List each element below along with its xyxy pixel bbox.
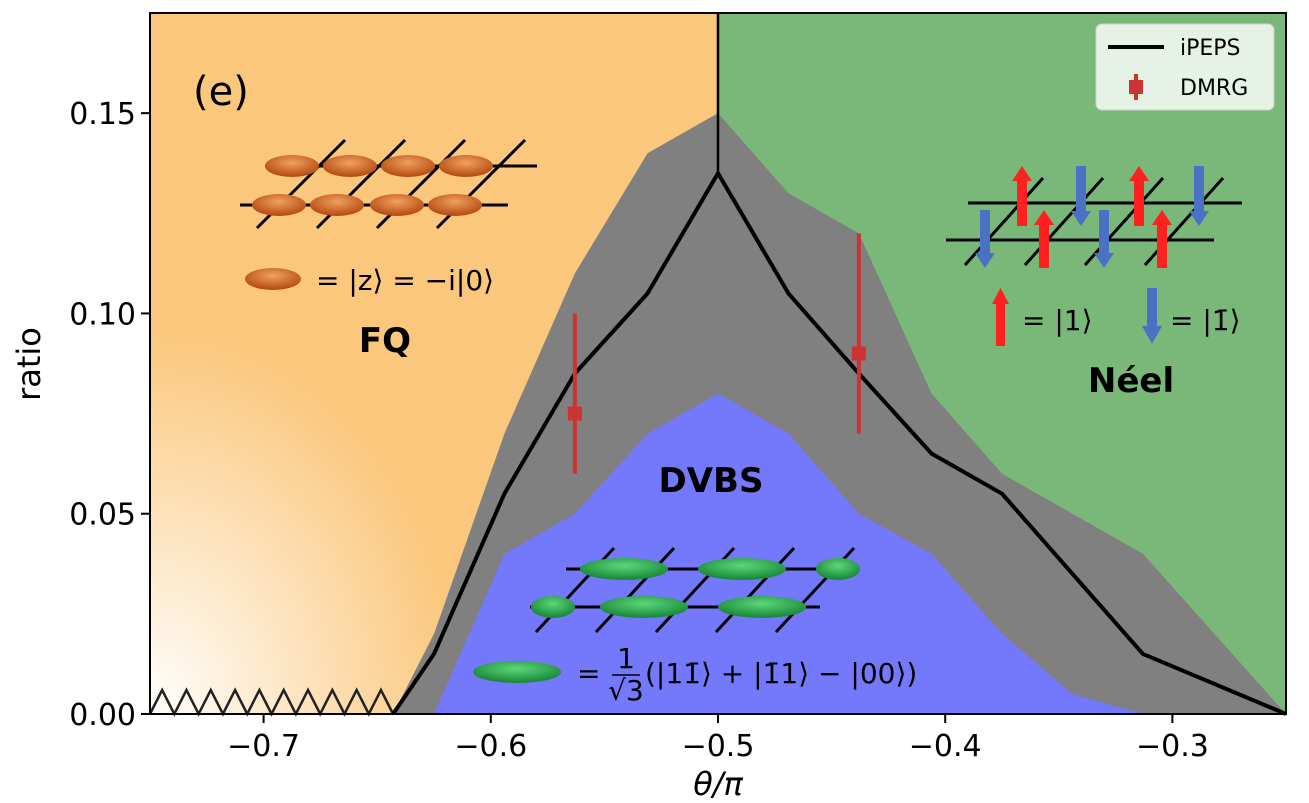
- neel-annotation: = |1⟩ = |1̄⟩ Néel: [992, 288, 1241, 401]
- dvbs-equation: (|11̄⟩ + |1̄1⟩ − |00⟩): [645, 657, 917, 690]
- dvbs-frac-denominator: √3: [608, 674, 644, 707]
- dmrg-point: [567, 406, 582, 421]
- neel-up-equation: = |1⟩: [1022, 304, 1093, 337]
- dvbs-dimer-icon: [718, 596, 806, 618]
- spin-down-arrowhead: [1189, 211, 1209, 226]
- panel-label: (e): [193, 69, 249, 115]
- dvbs-annotation: DVBS = 1 √3 (|11̄⟩ + |1̄1⟩ − |00⟩): [473, 461, 917, 707]
- x-tick-label: −0.7: [227, 729, 300, 764]
- dvbs-region-label: DVBS: [659, 461, 764, 501]
- legend: iPEPS DMRG: [1095, 23, 1275, 111]
- neel-down-equation: = |1̄⟩: [1170, 304, 1241, 337]
- y-tick-label: 0.15: [69, 97, 136, 132]
- spin-up-arrow-icon: [992, 288, 1009, 346]
- dvbs-dimer-icon: [531, 596, 575, 618]
- fq-disk-icon: [265, 155, 319, 177]
- fq-lattice-illustration: [240, 138, 537, 230]
- fq-disk-icon: [323, 155, 377, 177]
- spin-up-arrowhead: [1034, 210, 1054, 225]
- x-tick-label: −0.6: [454, 729, 527, 764]
- fq-disk-icon: [245, 268, 301, 290]
- fq-disk-icon: [252, 194, 306, 216]
- spin-up-arrow-icon: [1134, 180, 1144, 226]
- legend-ipeps-label: iPEPS: [1180, 36, 1241, 61]
- spin-down-arrowhead: [1071, 211, 1091, 226]
- spin-down-arrow-icon: [1142, 288, 1162, 344]
- dvbs-dimer-icon: [600, 596, 688, 618]
- dvbs-dimer-icon: [816, 558, 860, 580]
- spin-up-arrow-icon: [1039, 224, 1049, 268]
- spin-up-arrow-icon: [1017, 180, 1027, 226]
- x-tick-label: −0.4: [909, 729, 982, 764]
- lattice-bond: [1023, 176, 1105, 267]
- spin-up-arrow-icon: [1157, 224, 1167, 268]
- fq-disk-icon: [381, 155, 435, 177]
- dvbs-lattice-illustration: [530, 546, 860, 634]
- spin-down-arrow-icon: [980, 210, 990, 254]
- lattice-bond: [714, 546, 796, 634]
- y-tick-label: 0.05: [69, 498, 136, 533]
- fq-region-label: FQ: [359, 321, 411, 361]
- y-tick-label: 0.10: [69, 297, 136, 332]
- dvbs-frac-numerator: 1: [617, 642, 635, 675]
- legend-dmrg-marker: [1129, 80, 1143, 94]
- spin-down-arrow-icon: [1194, 166, 1204, 212]
- dmrg-points: [567, 233, 866, 474]
- ipeps-line: [391, 171, 1287, 716]
- x-tick-label: −0.5: [682, 729, 755, 764]
- fq-equation: = |z⟩ = −i|0⟩: [316, 264, 494, 297]
- spin-up-arrowhead: [1152, 210, 1172, 225]
- x-tick-label: −0.3: [1136, 729, 1209, 764]
- neel-lattice-illustration: [946, 166, 1242, 268]
- dvbs-dimer-icon: [580, 558, 668, 580]
- spin-down-arrow-icon: [1076, 166, 1086, 212]
- neel-region-label: Néel: [1088, 361, 1174, 401]
- spin-down-arrowhead: [1094, 253, 1114, 268]
- y-axis-ticks: 0.00 0.05 0.10 0.15: [69, 97, 150, 733]
- spin-up-arrowhead: [1129, 166, 1149, 181]
- spin-down-arrow-icon: [1099, 210, 1109, 254]
- fq-disk-icon: [428, 194, 482, 216]
- fq-disk-icon: [310, 194, 364, 216]
- spin-up-arrowhead: [1012, 166, 1032, 181]
- dvbs-dimer-icon: [698, 558, 786, 580]
- x-axis-label: θ/π: [693, 765, 743, 803]
- x-axis-ticks: −0.7 −0.6 −0.5 −0.4 −0.3: [227, 714, 1209, 764]
- spin-down-arrowhead: [975, 253, 995, 268]
- dmrg-point: [851, 346, 866, 361]
- dvbs-disk-icon: [473, 661, 561, 683]
- y-tick-label: 0.00: [69, 698, 136, 733]
- dvbs-equals: =: [577, 657, 600, 690]
- fq-disk-icon: [370, 194, 424, 216]
- y-axis-label: ratio: [10, 327, 48, 401]
- fq-disk-icon: [439, 155, 493, 177]
- lattice-bond: [963, 176, 1045, 267]
- legend-dmrg-label: DMRG: [1180, 76, 1248, 101]
- lattice-bond: [594, 546, 676, 634]
- fq-annotation: = |z⟩ = −i|0⟩ FQ: [245, 264, 494, 361]
- lattice-bond: [1083, 176, 1165, 267]
